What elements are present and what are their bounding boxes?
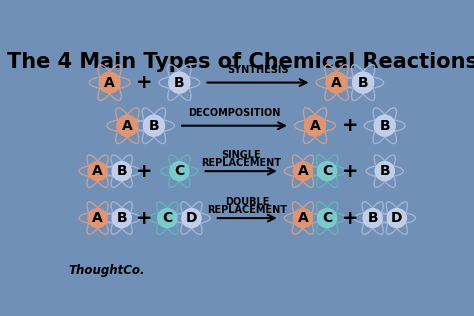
Circle shape	[112, 161, 131, 181]
Text: B: B	[149, 119, 159, 133]
Text: SYNTHESIS: SYNTHESIS	[227, 65, 289, 75]
Text: C: C	[162, 211, 173, 225]
Circle shape	[326, 72, 347, 93]
Text: DECOMPOSITION: DECOMPOSITION	[188, 108, 281, 118]
Circle shape	[99, 72, 120, 93]
Circle shape	[170, 161, 189, 181]
Text: A: A	[104, 76, 115, 89]
Circle shape	[374, 115, 395, 136]
Circle shape	[143, 115, 164, 136]
Text: D: D	[186, 211, 197, 225]
Text: C: C	[322, 211, 332, 225]
Text: +: +	[342, 209, 358, 228]
Text: B: B	[380, 119, 390, 133]
Text: +: +	[136, 73, 153, 92]
Text: A: A	[92, 211, 103, 225]
Circle shape	[363, 209, 382, 228]
Text: B: B	[117, 164, 127, 178]
Circle shape	[158, 209, 177, 228]
Text: ThoughtCo.: ThoughtCo.	[69, 264, 145, 277]
Text: +: +	[342, 116, 358, 135]
Text: The 4 Main Types of Chemical Reactions: The 4 Main Types of Chemical Reactions	[8, 52, 474, 72]
Text: A: A	[331, 76, 342, 89]
Text: A: A	[122, 119, 133, 133]
Text: B: B	[117, 211, 127, 225]
Circle shape	[293, 161, 312, 181]
Circle shape	[387, 209, 406, 228]
Text: B: B	[367, 211, 378, 225]
Text: B: B	[380, 164, 390, 178]
Text: A: A	[298, 211, 308, 225]
Circle shape	[117, 115, 138, 136]
Circle shape	[88, 209, 107, 228]
Text: +: +	[136, 209, 153, 228]
Circle shape	[304, 115, 326, 136]
Circle shape	[182, 209, 201, 228]
Text: C: C	[322, 164, 332, 178]
Text: A: A	[310, 119, 320, 133]
Circle shape	[88, 161, 107, 181]
Circle shape	[112, 209, 131, 228]
Text: B: B	[174, 76, 185, 89]
Circle shape	[318, 209, 337, 228]
Text: +: +	[136, 161, 153, 181]
Text: C: C	[174, 164, 184, 178]
Text: DOUBLE: DOUBLE	[225, 197, 269, 207]
Text: SINGLE: SINGLE	[221, 150, 261, 160]
Text: B: B	[358, 76, 368, 89]
Circle shape	[169, 72, 190, 93]
Circle shape	[353, 72, 374, 93]
Text: REPLACEMENT: REPLACEMENT	[207, 205, 287, 215]
Text: A: A	[92, 164, 103, 178]
Text: A: A	[298, 164, 308, 178]
Text: REPLACEMENT: REPLACEMENT	[201, 158, 281, 168]
Text: D: D	[391, 211, 402, 225]
Text: +: +	[342, 161, 358, 181]
Circle shape	[293, 209, 312, 228]
Circle shape	[318, 161, 337, 181]
Circle shape	[375, 161, 394, 181]
